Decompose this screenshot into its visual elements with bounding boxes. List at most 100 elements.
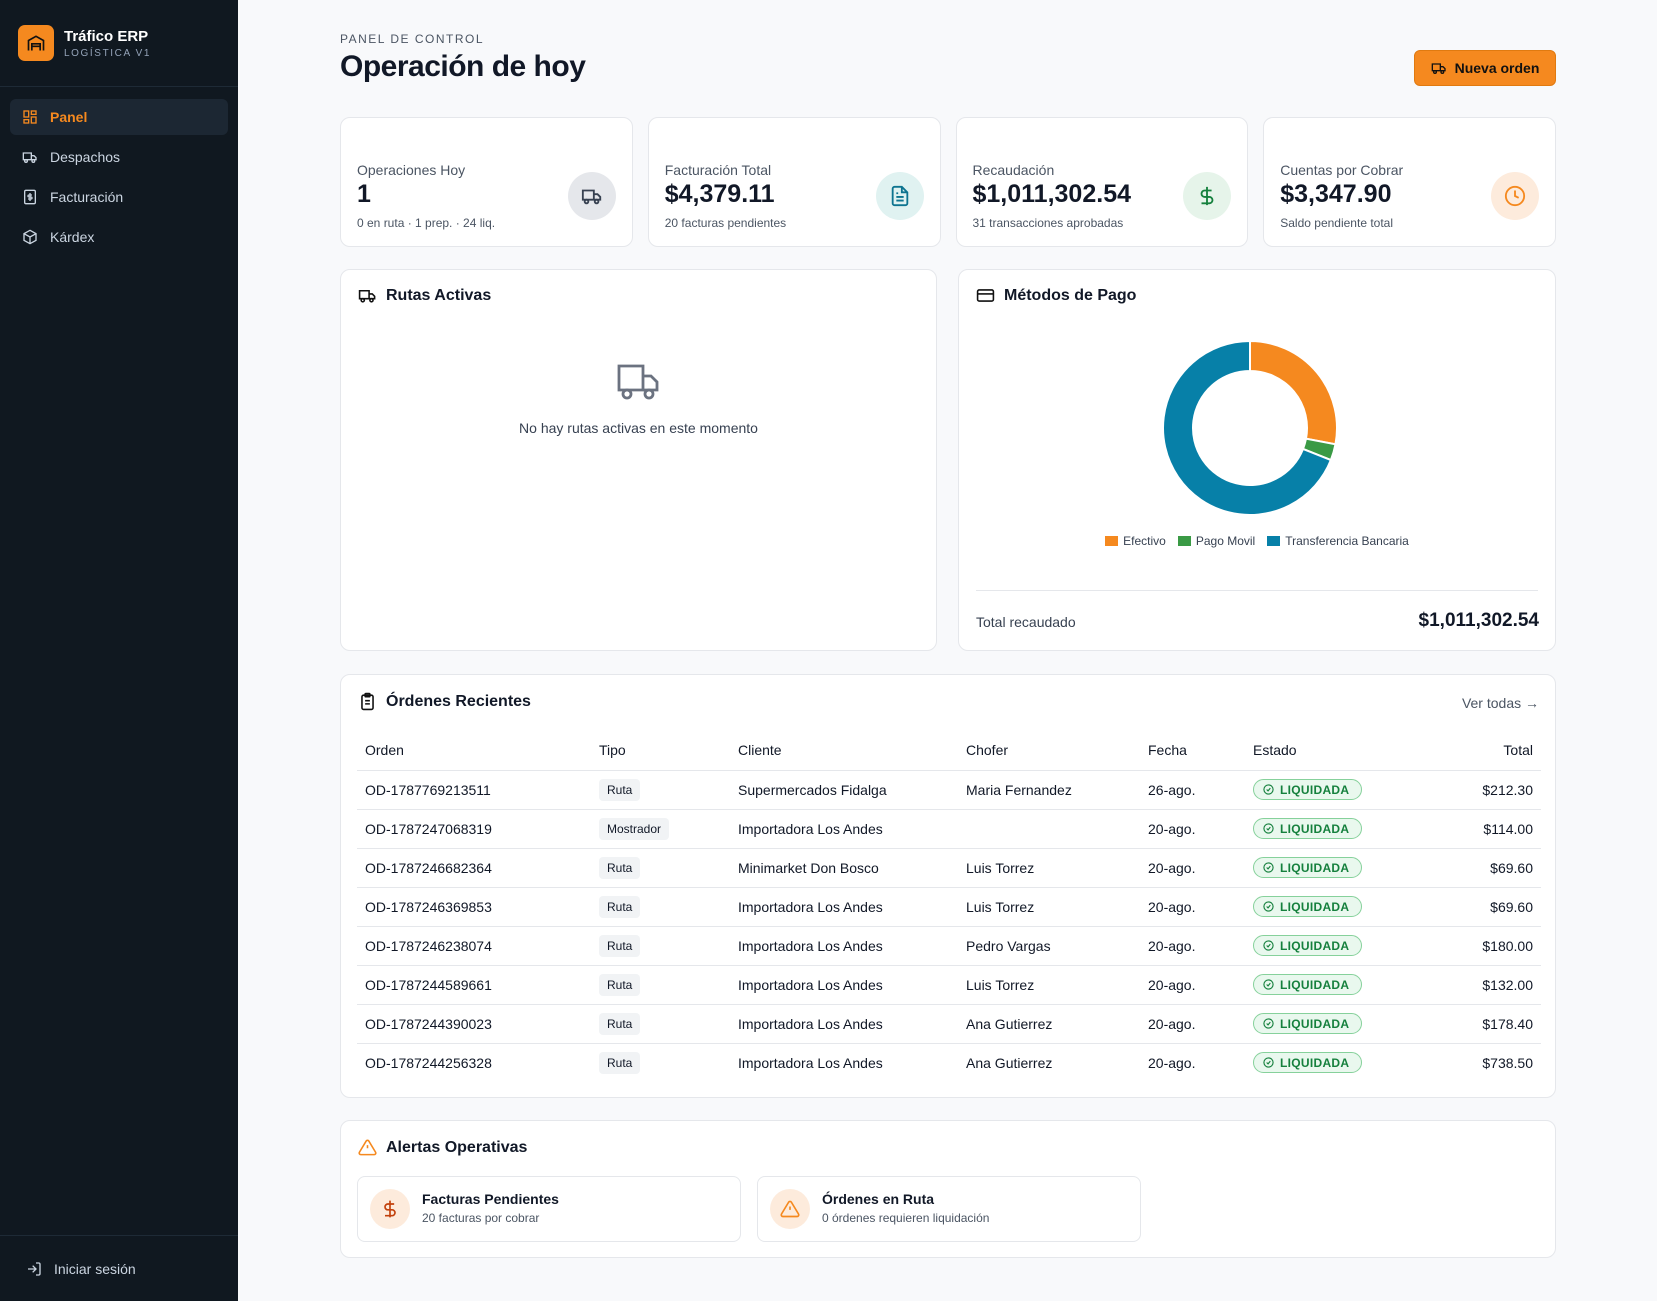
donut-slice-transferencia-bancaria[interactable] xyxy=(1162,339,1333,516)
table-row[interactable]: OD-1787246682364 Ruta Minimarket Don Bosco… xyxy=(357,848,1541,888)
total-value: $1,011,302.54 xyxy=(1418,610,1539,631)
stats-row: Operaciones Hoy 1 0 en ruta · 1 prep. · … xyxy=(340,117,1556,247)
table-row[interactable]: OD-1787246369853 Ruta Importadora Los Ande… xyxy=(357,887,1541,927)
date-cell: 20-ago. xyxy=(1140,926,1245,966)
page-eyebrow: PANEL DE CONTROL xyxy=(340,32,485,46)
date-cell: 20-ago. xyxy=(1140,809,1245,849)
status-text: LIQUIDADA xyxy=(1280,1055,1350,1070)
new-order-button[interactable]: Nueva orden xyxy=(1414,50,1556,86)
card-title-text: Alertas Operativas xyxy=(386,1138,528,1156)
driver-cell: Ana Gutierrez xyxy=(958,1004,1140,1044)
status-cell: LIQUIDADA xyxy=(1245,1043,1425,1082)
order-id-cell: OD-1787247068319 xyxy=(357,809,591,849)
card-title-text: Rutas Activas xyxy=(386,286,492,304)
check-circle-icon xyxy=(1263,940,1274,951)
status-badge: LIQUIDADA xyxy=(1253,857,1363,878)
warning-icon xyxy=(358,1138,377,1157)
driver-cell: Maria Fernandez xyxy=(958,770,1140,810)
sidebar-item-label: Despachos xyxy=(50,149,121,165)
order-type-cell: Ruta xyxy=(591,848,730,888)
main-content: PANEL DE CONTROL Operación de hoy Nueva … xyxy=(340,0,1556,1258)
sidebar-nav: Panel Despachos Facturación Kárdex xyxy=(0,87,238,271)
driver-cell: Luis Torrez xyxy=(958,887,1140,927)
truck-icon xyxy=(358,286,377,305)
table-row[interactable]: OD-1787769213511 Ruta Supermercados Fidalg… xyxy=(357,770,1541,810)
driver-cell xyxy=(958,809,1140,849)
status-cell: LIQUIDADA xyxy=(1245,926,1425,966)
stat-sub: 20 facturas pendientes xyxy=(664,216,787,230)
table-row[interactable]: OD-1787246238074 Ruta Importadora Los Ande… xyxy=(357,926,1541,966)
donut-slice-efectivo[interactable] xyxy=(1249,339,1338,446)
type-badge: Ruta xyxy=(599,973,641,996)
driver-cell: Luis Torrez xyxy=(958,848,1140,888)
date-cell: 20-ago. xyxy=(1148,1054,1196,1071)
clock-icon xyxy=(1491,172,1539,220)
type-badge: Ruta xyxy=(599,895,641,918)
legend-item: Efectivo xyxy=(1105,534,1166,548)
date-cell: 20-ago. xyxy=(1140,887,1245,927)
stat-card-cuentas: Cuentas por Cobrar $3,347.90 Saldo pendi… xyxy=(1263,117,1556,247)
client-cell: Importadora Los Andes xyxy=(738,1054,883,1071)
alert-item-ordenes[interactable]: Órdenes en Ruta 0 órdenes requieren liqu… xyxy=(757,1176,1141,1242)
operational-alerts-card: Alertas Operativas Facturas Pendientes 2… xyxy=(340,1120,1556,1258)
truck-icon xyxy=(567,172,616,220)
payment-methods-card: Métodos de Pago Efectivo Pago Movil Transf… xyxy=(958,269,1556,651)
check-circle-icon xyxy=(1263,979,1274,990)
status-cell: LIQUIDADA xyxy=(1245,770,1425,810)
sidebar-item-panel[interactable]: Panel xyxy=(10,99,228,135)
type-badge: Ruta xyxy=(599,1051,641,1074)
brand: Tráfico ERP LOGÍSTICA V1 xyxy=(0,0,238,87)
total-cell: $738.50 xyxy=(1482,1054,1533,1071)
order-id-cell: OD-1787244589661 xyxy=(357,965,591,1005)
status-text: LIQUIDADA xyxy=(1280,1016,1350,1031)
check-circle-icon xyxy=(1263,823,1274,834)
client-cell: Importadora Los Andes xyxy=(730,926,958,966)
stat-card-facturacion: Facturación Total $4,379.11 20 facturas … xyxy=(647,117,941,247)
stat-value: $4,379.11 xyxy=(664,180,775,208)
order-type-cell: Ruta xyxy=(591,887,730,927)
check-circle-icon xyxy=(1263,1057,1274,1068)
date-cell: 26-ago. xyxy=(1140,770,1245,810)
status-badge: LIQUIDADA xyxy=(1253,974,1363,995)
client-cell: Supermercados Fidalga xyxy=(730,770,958,810)
type-badge: Ruta xyxy=(599,778,641,801)
status-text: LIQUIDADA xyxy=(1280,938,1350,953)
page-title: Operación de hoy xyxy=(340,50,586,83)
status-badge: LIQUIDADA xyxy=(1253,935,1363,956)
truck-empty-icon xyxy=(615,360,663,402)
table-row[interactable]: OD-1787244390023 Ruta Importadora Los Ande… xyxy=(357,1004,1541,1044)
sidebar-item-facturacion[interactable]: Facturación xyxy=(10,179,228,215)
client-cell: Importadora Los Andes xyxy=(730,965,958,1005)
order-id-cell: OD-1787244256328 xyxy=(365,1054,492,1071)
log-in-icon xyxy=(26,1261,42,1277)
active-routes-card: Rutas Activas No hay rutas activas en es… xyxy=(340,269,937,651)
check-circle-icon xyxy=(1263,784,1274,795)
column-header: Cliente xyxy=(730,731,958,771)
table-row[interactable]: OD-1787244256328 Ruta Importadora Los Ande… xyxy=(357,1043,1541,1082)
stat-label: Cuentas por Cobrar xyxy=(1280,162,1404,178)
status-cell: LIQUIDADA xyxy=(1245,1004,1425,1044)
legend-swatch xyxy=(1105,536,1119,546)
table-row[interactable]: OD-1787247068319 Mostrador Importadora Los… xyxy=(357,809,1541,849)
table-row[interactable]: OD-1787244589661 Ruta Importadora Los Ande… xyxy=(357,965,1541,1005)
total-cell: $212.30 xyxy=(1425,770,1541,810)
order-type-cell: Ruta xyxy=(591,926,730,966)
check-circle-icon xyxy=(1263,1018,1274,1029)
order-type-cell: Ruta xyxy=(591,1043,730,1082)
column-header: Estado xyxy=(1245,731,1425,771)
column-header: Tipo xyxy=(591,731,730,771)
status-text: LIQUIDADA xyxy=(1280,821,1350,836)
stat-value: 1 xyxy=(357,180,371,208)
sidebar-item-kardex[interactable]: Kárdex xyxy=(10,219,228,255)
alert-item-facturas[interactable]: Facturas Pendientes 20 facturas por cobr… xyxy=(357,1176,741,1242)
sidebar-item-despachos[interactable]: Despachos xyxy=(10,139,228,175)
login-button[interactable]: Iniciar sesión xyxy=(0,1235,238,1301)
stat-sub: Saldo pendiente total xyxy=(1280,216,1394,230)
driver-cell: Ana Gutierrez xyxy=(966,1054,1053,1071)
divider xyxy=(976,590,1538,591)
stat-label: Recaudación xyxy=(972,162,1055,178)
view-all-link[interactable]: Ver todas → xyxy=(1461,695,1539,711)
stat-label: Facturación Total xyxy=(664,162,772,178)
column-header: Orden xyxy=(357,731,591,771)
date-cell: 20-ago. xyxy=(1140,965,1245,1005)
